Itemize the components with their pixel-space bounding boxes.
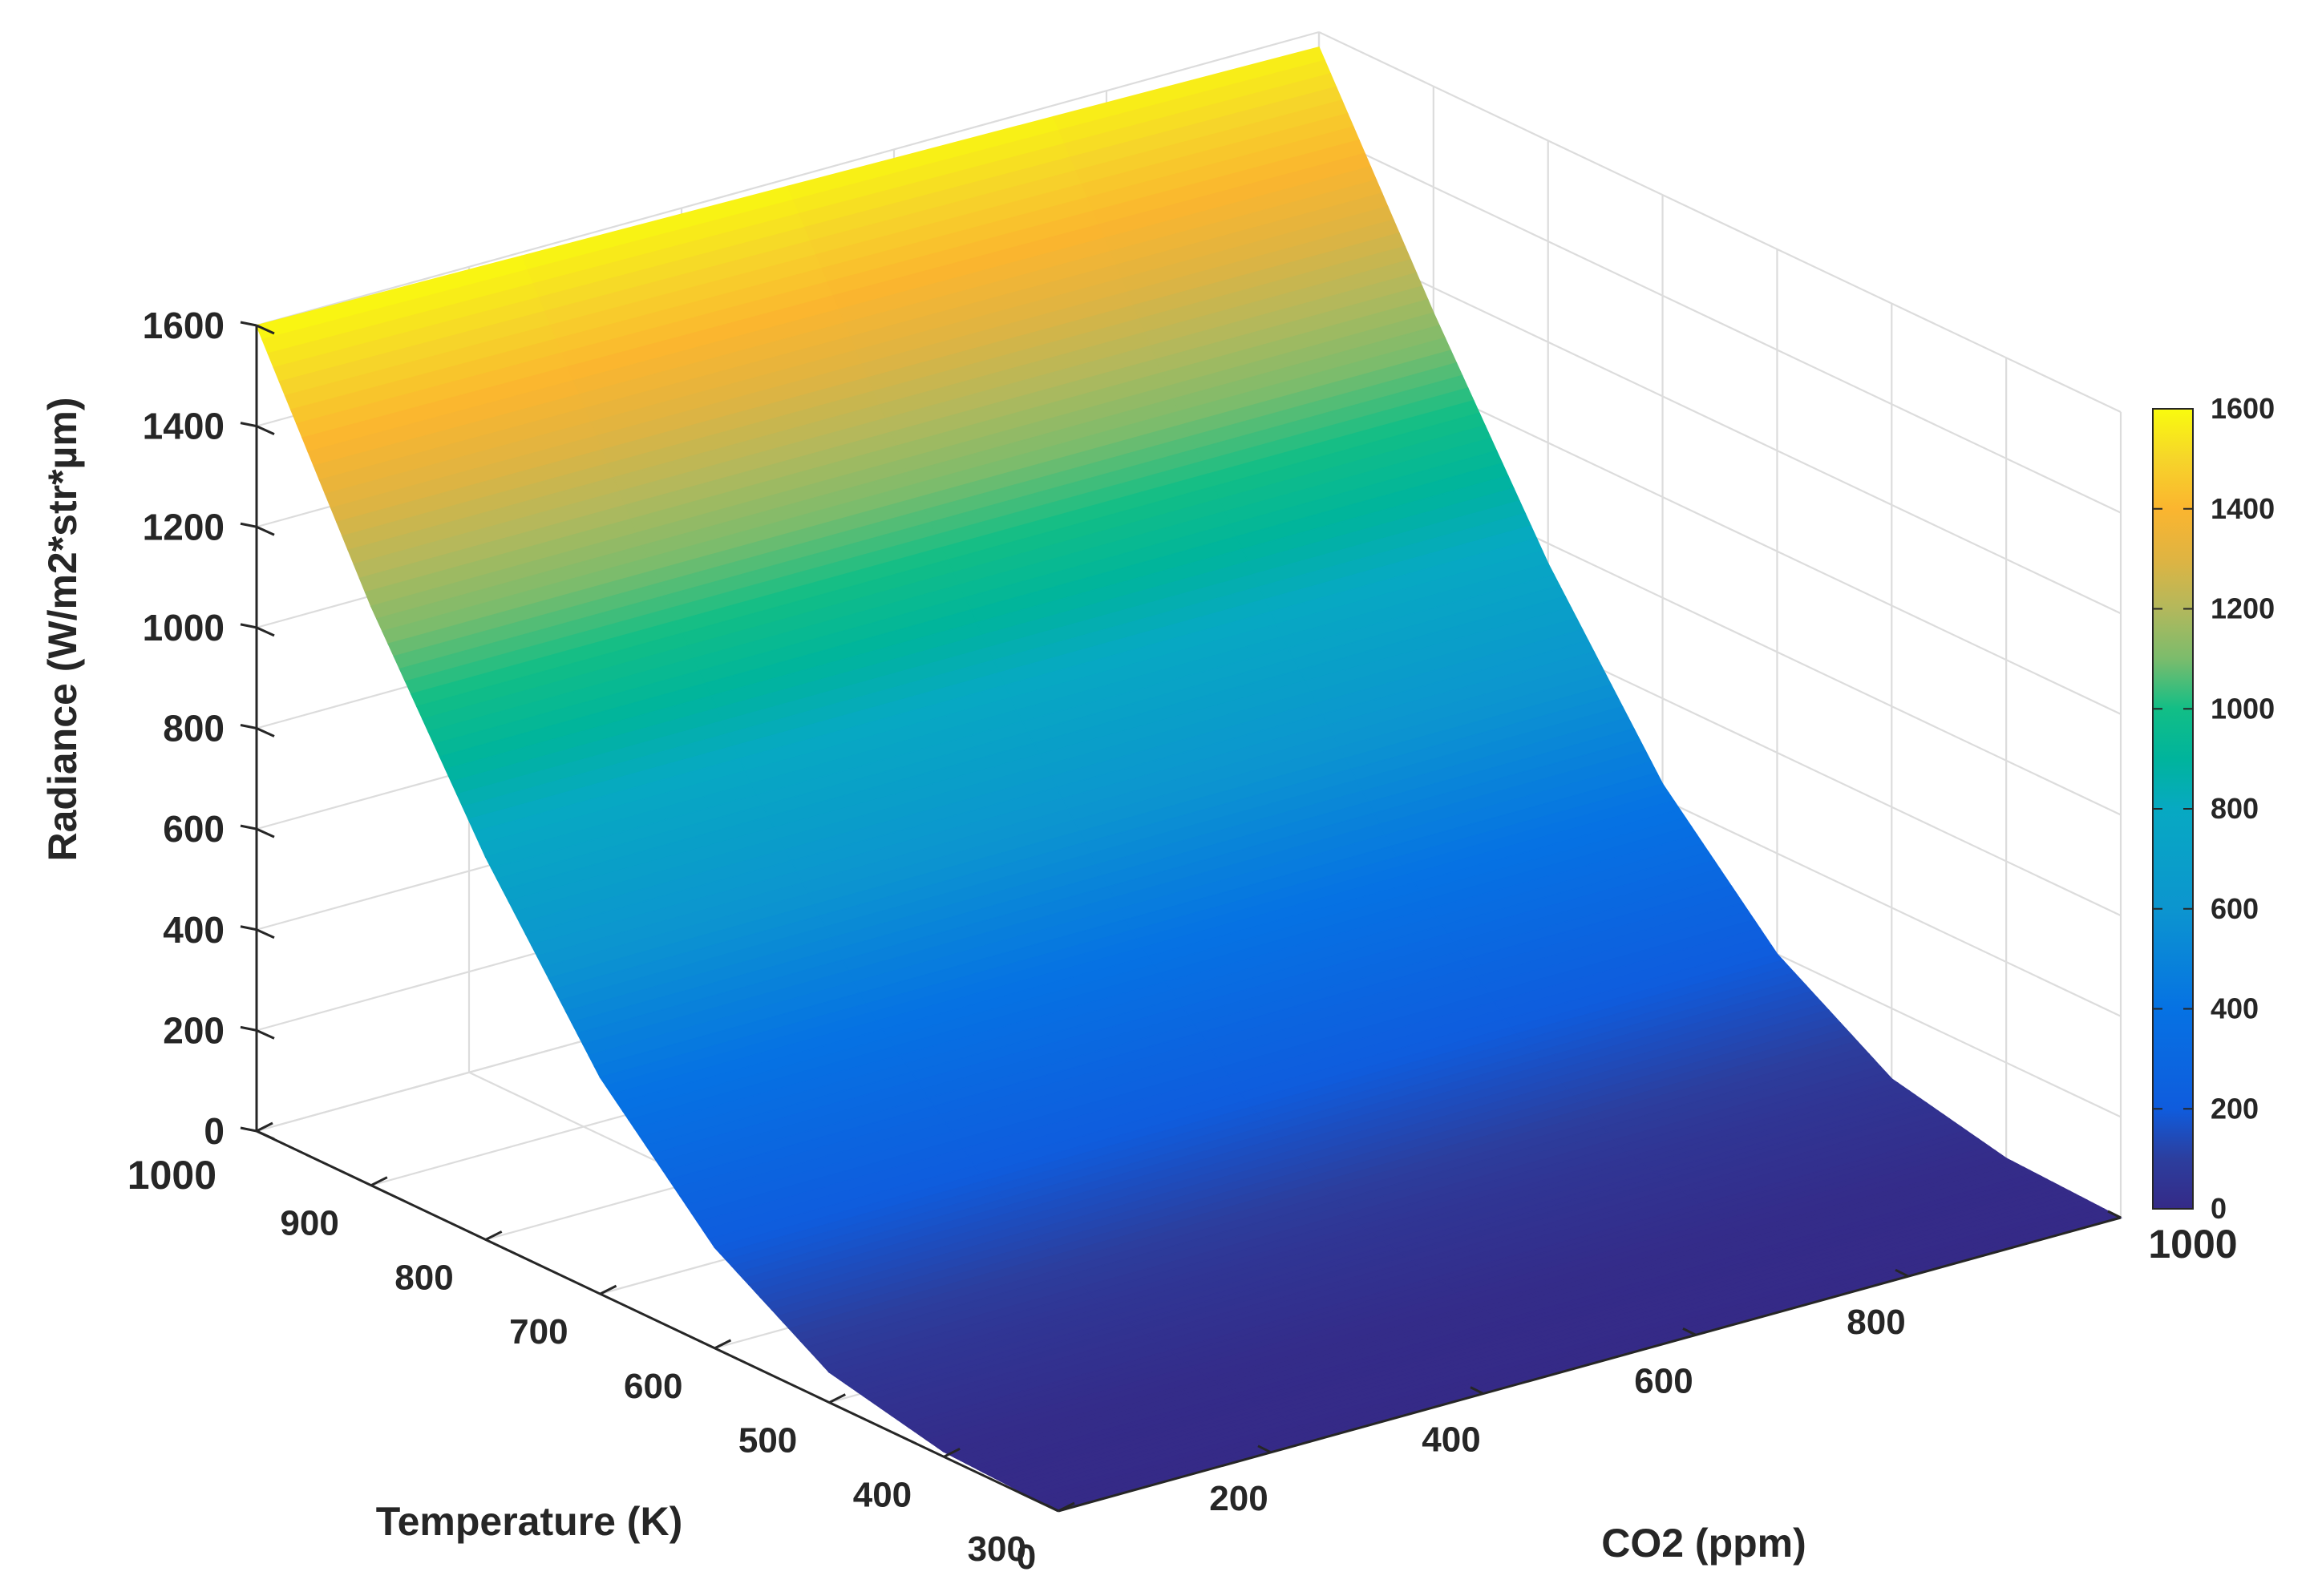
grid-line: [1318, 31, 2122, 413]
z-tick: [240, 321, 257, 327]
z-tick: [240, 925, 257, 931]
x-tick-label: 200: [1209, 1479, 1268, 1518]
z-tick: [240, 824, 257, 830]
colorbar-tick-label: 1000: [2211, 692, 2275, 725]
colorbar-tick-label: 200: [2211, 1092, 2259, 1125]
x-tick: [1470, 1386, 1484, 1395]
x-tick: [1895, 1268, 1909, 1278]
z-tick: [240, 1025, 257, 1032]
x-tick-label: 800: [1847, 1303, 1905, 1342]
colorbar-tick-label: 1200: [2211, 592, 2275, 625]
surface-plot: [255, 46, 2123, 1512]
y-tick: [828, 1393, 846, 1404]
z-tick: [256, 928, 275, 939]
y-tick: [943, 1447, 961, 1458]
colorbar-tick-label: 1600: [2211, 392, 2275, 425]
z-tick-label: 0: [204, 1110, 225, 1152]
x-axis-line: [1058, 1216, 2122, 1513]
y-tick-label: 1000: [127, 1153, 216, 1198]
z-tick-label: 600: [163, 808, 225, 850]
colorbar-ticks: 0 200 400 600 800 1000 1200 1400 1600: [2153, 392, 2275, 1225]
z-tick: [240, 724, 257, 729]
y-tick: [256, 1121, 273, 1133]
grid-line: [1318, 131, 2122, 514]
y-axis-line: [256, 1129, 1059, 1513]
x-axis-title: CO2 (ppm): [1601, 1521, 1806, 1566]
y-tick: [599, 1284, 617, 1295]
z-tick: [256, 1129, 275, 1141]
z-tick-label: 1400: [143, 406, 225, 447]
x-tick-label: 0: [1017, 1537, 1036, 1577]
x-tick: [1257, 1444, 1272, 1454]
z-tick: [256, 626, 275, 637]
z-tick: [256, 727, 275, 737]
x-tick-label: 1000: [2148, 1222, 2237, 1267]
z-tick-label: 400: [163, 909, 225, 951]
z-tick-label: 1200: [143, 506, 225, 547]
z-tick: [240, 623, 257, 629]
z-tick: [240, 422, 257, 428]
z-tick: [256, 827, 275, 838]
y-tick-label: 700: [509, 1312, 568, 1352]
colorbar-tick-label: 400: [2211, 992, 2259, 1025]
z-tick-label: 200: [163, 1009, 225, 1051]
colorbar-tick-label: 800: [2211, 792, 2259, 825]
y-tick: [370, 1176, 388, 1187]
z-tick-label: 800: [163, 708, 225, 750]
y-tick-label: 500: [738, 1421, 797, 1461]
y-tick-label: 800: [394, 1258, 453, 1297]
z-tick: [240, 1126, 257, 1133]
z-tick: [256, 425, 275, 435]
x-tick: [2107, 1210, 2122, 1219]
colorbar-tick-label: 1400: [2211, 492, 2275, 525]
grid-line: [256, 30, 1320, 327]
colorbar-tick-label: 600: [2211, 892, 2259, 925]
axes: [240, 321, 2122, 1513]
y-tick-label: 900: [280, 1204, 338, 1243]
x-tick-label: 400: [1422, 1420, 1480, 1460]
z-tick: [256, 525, 275, 536]
x-tick: [1045, 1503, 1059, 1513]
z-axis-title: Radiance (W/m2*str*µm): [40, 398, 85, 862]
y-tick: [485, 1230, 503, 1241]
z-tick: [256, 1029, 275, 1040]
y-tick: [1058, 1501, 1075, 1513]
x-tick-label: 600: [1634, 1361, 1693, 1400]
y-tick: [714, 1339, 732, 1350]
z-tick: [256, 324, 275, 335]
y-tick-label: 300: [968, 1529, 1026, 1569]
colorbar-tick-label: 0: [2211, 1192, 2227, 1225]
z-tick: [240, 522, 257, 528]
grid-line: [1318, 232, 2122, 615]
y-tick-label: 600: [624, 1367, 682, 1406]
z-tick-label: 1600: [143, 305, 225, 346]
y-axis-title: Temperature (K): [376, 1499, 682, 1544]
x-tick: [1682, 1327, 1697, 1336]
tick-labels: 0 200 400 600 800 1000 300 400 500 600 700 800 900 10…: [127, 305, 2238, 1577]
y-tick-label: 400: [853, 1475, 912, 1514]
z-tick-label: 1000: [143, 607, 225, 649]
